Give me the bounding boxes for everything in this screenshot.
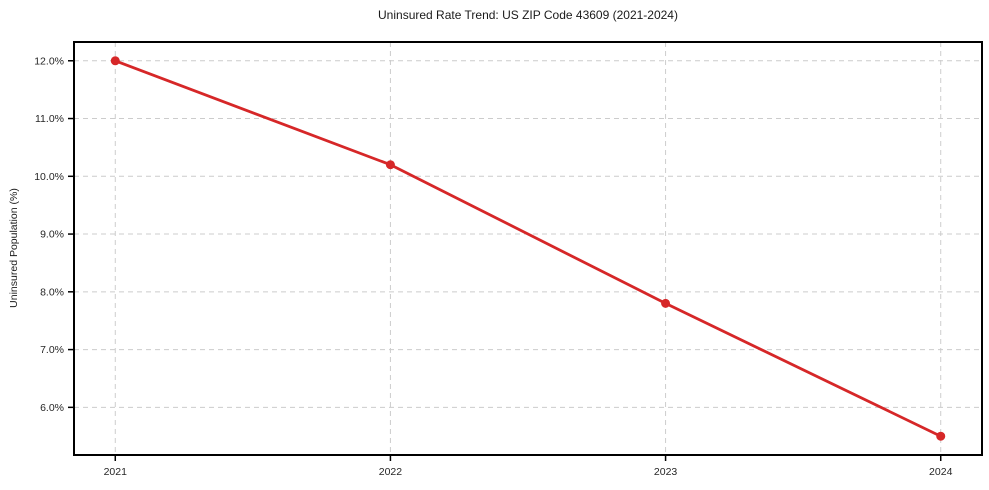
chart-title: Uninsured Rate Trend: US ZIP Code 43609 … <box>378 8 678 22</box>
y-tick-label: 10.0% <box>34 171 64 183</box>
x-tick-label: 2023 <box>654 466 678 478</box>
y-tick-label: 7.0% <box>40 344 64 356</box>
x-tick-label: 2021 <box>104 466 128 478</box>
y-tick-label: 12.0% <box>34 55 64 67</box>
data-point-marker <box>385 160 395 170</box>
y-tick-label: 9.0% <box>40 229 64 241</box>
series-line <box>113 59 943 438</box>
x-tick-label: 2022 <box>379 466 403 478</box>
y-tick-label: 6.0% <box>40 402 64 414</box>
data-point-marker <box>110 56 120 66</box>
y-tick-label: 8.0% <box>40 286 64 298</box>
x-tick-label: 2024 <box>929 466 953 478</box>
y-tick-label: 11.0% <box>35 113 64 125</box>
plot-border <box>73 41 983 456</box>
data-point-marker <box>936 431 946 441</box>
data-point-marker <box>661 298 671 308</box>
